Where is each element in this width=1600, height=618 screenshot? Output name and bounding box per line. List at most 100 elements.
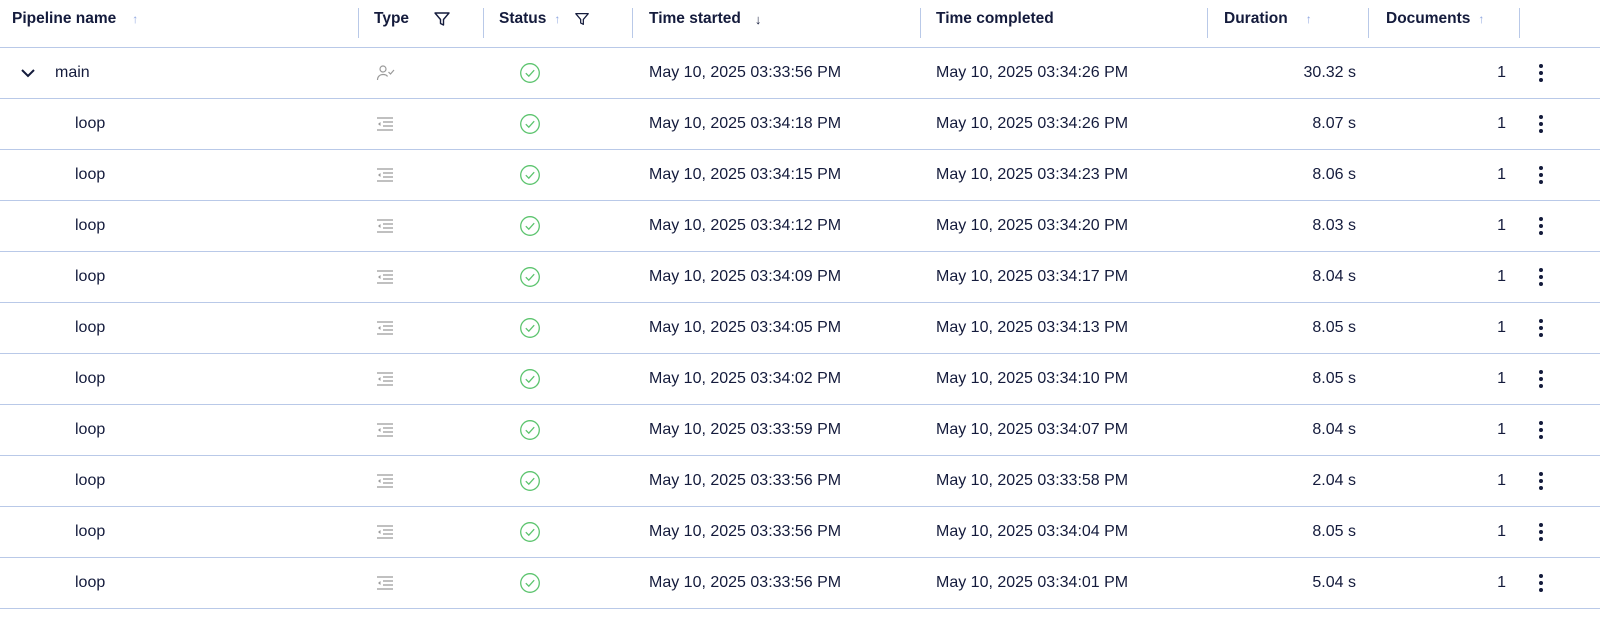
more-options-icon[interactable]: [1532, 507, 1550, 557]
column-header-time-completed[interactable]: Time completed: [936, 10, 1054, 28]
documents-count: 1: [1497, 523, 1506, 540]
indent-list-icon: [376, 99, 394, 149]
pipeline-name[interactable]: loop: [75, 370, 106, 387]
column-label: Time started: [649, 10, 741, 27]
table-row[interactable]: loop May 10, 2025 03:34:15 PM May 10, 2025…: [0, 150, 1600, 201]
column-resize-handle[interactable]: [483, 8, 484, 38]
time-completed: May 10, 2025 03:34:04 PM: [936, 523, 1129, 540]
column-label: Type: [374, 10, 410, 27]
column-header-status[interactable]: Status ↑: [499, 10, 590, 28]
pipeline-name[interactable]: loop: [75, 115, 106, 132]
column-label: Documents: [1386, 10, 1471, 27]
check-circle-icon: [519, 354, 541, 404]
column-resize-handle[interactable]: [358, 8, 359, 38]
column-header-duration[interactable]: Duration ↑: [1224, 10, 1312, 28]
time-started: May 10, 2025 03:33:56 PM: [649, 472, 842, 489]
column-resize-handle[interactable]: [920, 8, 921, 38]
sort-ascending-icon[interactable]: ↑: [1305, 12, 1312, 26]
sort-ascending-icon[interactable]: ↑: [132, 12, 139, 26]
time-started: May 10, 2025 03:33:56 PM: [649, 64, 842, 81]
table-row[interactable]: loop May 10, 2025 03:33:59 PM May 10, 2025…: [0, 405, 1600, 456]
documents-count: 1: [1497, 268, 1506, 285]
column-header-type[interactable]: Type: [374, 10, 451, 28]
table-row[interactable]: loop May 10, 2025 03:33:56 PM May 10, 2025…: [0, 558, 1600, 609]
duration: 5.04 s: [1312, 574, 1356, 591]
table-row[interactable]: main May 10, 2025 03:33:56 PM May 10, 2025…: [0, 48, 1600, 99]
pipeline-name[interactable]: loop: [75, 268, 106, 285]
more-options-icon[interactable]: [1532, 252, 1550, 302]
table-row[interactable]: loop May 10, 2025 03:34:09 PM May 10, 2025…: [0, 252, 1600, 303]
time-started: May 10, 2025 03:34:05 PM: [649, 319, 842, 336]
time-started: May 10, 2025 03:34:02 PM: [649, 370, 842, 387]
check-circle-icon: [519, 201, 541, 251]
table-row[interactable]: loop May 10, 2025 03:34:18 PM May 10, 2025…: [0, 99, 1600, 150]
more-options-icon[interactable]: [1532, 405, 1550, 455]
documents-count: 1: [1497, 319, 1506, 336]
column-header-time-started[interactable]: Time started ↓: [649, 10, 761, 28]
table-row[interactable]: loop May 10, 2025 03:33:56 PM May 10, 2025…: [0, 456, 1600, 507]
table-header: Pipeline name ↑ Type Status ↑ Time start…: [0, 0, 1600, 48]
duration: 8.06 s: [1312, 166, 1356, 183]
column-resize-handle[interactable]: [1519, 8, 1520, 38]
time-completed: May 10, 2025 03:34:10 PM: [936, 370, 1129, 387]
more-options-icon[interactable]: [1532, 456, 1550, 506]
indent-list-icon: [376, 252, 394, 302]
time-completed: May 10, 2025 03:34:26 PM: [936, 64, 1129, 81]
more-options-icon[interactable]: [1532, 150, 1550, 200]
more-options-icon[interactable]: [1532, 303, 1550, 353]
indent-list-icon: [376, 558, 394, 608]
pipeline-name[interactable]: loop: [75, 472, 106, 489]
check-circle-icon: [519, 150, 541, 200]
more-options-icon[interactable]: [1532, 201, 1550, 251]
documents-count: 1: [1497, 115, 1506, 132]
sort-ascending-icon[interactable]: ↑: [1478, 12, 1485, 26]
time-started: May 10, 2025 03:33:59 PM: [649, 421, 842, 438]
column-label: Pipeline name: [12, 10, 117, 27]
column-resize-handle[interactable]: [1368, 8, 1369, 38]
column-header-documents[interactable]: Documents ↑: [1386, 10, 1484, 28]
time-started: May 10, 2025 03:34:12 PM: [649, 217, 842, 234]
pipeline-name[interactable]: loop: [75, 523, 106, 540]
time-completed: May 10, 2025 03:34:17 PM: [936, 268, 1129, 285]
chevron-down-icon[interactable]: [18, 48, 38, 98]
pipeline-name[interactable]: loop: [75, 421, 106, 438]
duration: 8.04 s: [1312, 268, 1356, 285]
pipeline-name[interactable]: loop: [75, 166, 106, 183]
filter-icon[interactable]: [433, 10, 451, 28]
pipeline-name[interactable]: loop: [75, 574, 106, 591]
table-row[interactable]: loop May 10, 2025 03:34:12 PM May 10, 2025…: [0, 201, 1600, 252]
column-header-pipeline-name[interactable]: Pipeline name ↑: [12, 10, 138, 28]
pipeline-name[interactable]: main: [55, 64, 90, 81]
duration: 8.05 s: [1312, 319, 1356, 336]
column-resize-handle[interactable]: [632, 8, 633, 38]
indent-list-icon: [376, 507, 394, 557]
column-resize-handle[interactable]: [1207, 8, 1208, 38]
filter-icon[interactable]: [574, 11, 590, 27]
more-options-icon[interactable]: [1532, 48, 1550, 98]
indent-list-icon: [376, 405, 394, 455]
more-options-icon[interactable]: [1532, 99, 1550, 149]
indent-list-icon: [376, 354, 394, 404]
more-options-icon[interactable]: [1532, 354, 1550, 404]
table-row[interactable]: loop May 10, 2025 03:34:02 PM May 10, 2025…: [0, 354, 1600, 405]
more-options-icon[interactable]: [1532, 558, 1550, 608]
table-row[interactable]: loop May 10, 2025 03:34:05 PM May 10, 2025…: [0, 303, 1600, 354]
time-started: May 10, 2025 03:34:15 PM: [649, 166, 842, 183]
duration: 2.04 s: [1312, 472, 1356, 489]
indent-list-icon: [376, 201, 394, 251]
pipeline-name[interactable]: loop: [75, 217, 106, 234]
time-started: May 10, 2025 03:34:18 PM: [649, 115, 842, 132]
sort-ascending-icon[interactable]: ↑: [554, 12, 561, 26]
time-started: May 10, 2025 03:33:56 PM: [649, 574, 842, 591]
time-started: May 10, 2025 03:33:56 PM: [649, 523, 842, 540]
column-label: Time completed: [936, 10, 1054, 27]
check-circle-icon: [519, 99, 541, 149]
sort-descending-icon[interactable]: ↓: [754, 11, 762, 27]
duration: 30.32 s: [1303, 64, 1356, 81]
indent-list-icon: [376, 150, 394, 200]
table-row[interactable]: loop May 10, 2025 03:33:56 PM May 10, 2025…: [0, 507, 1600, 558]
pipeline-name[interactable]: loop: [75, 319, 106, 336]
documents-count: 1: [1497, 421, 1506, 438]
time-completed: May 10, 2025 03:34:13 PM: [936, 319, 1129, 336]
column-label: Duration: [1224, 10, 1288, 27]
